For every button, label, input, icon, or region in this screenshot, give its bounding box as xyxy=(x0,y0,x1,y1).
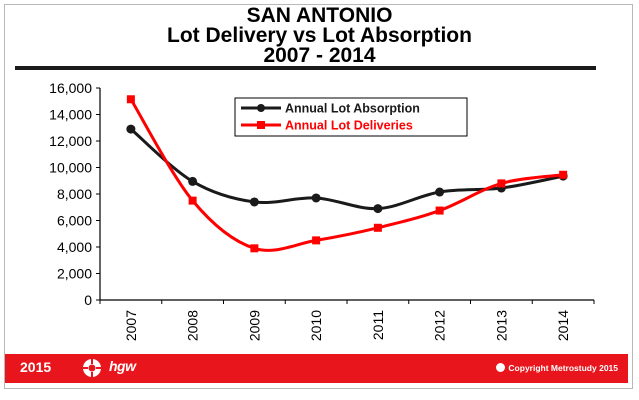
y-tick-label: 14,000 xyxy=(49,107,92,123)
copyright-text: Copyright Metrostudy 2015 xyxy=(508,363,618,373)
y-tick-label: 6,000 xyxy=(57,213,92,229)
x-tick-label: 2009 xyxy=(246,310,262,341)
chart-frame xyxy=(4,4,633,389)
copyright-icon xyxy=(496,363,506,372)
x-tick-label: 2014 xyxy=(555,310,571,341)
legend-marker-deliveries xyxy=(257,121,265,129)
flower-logo-icon xyxy=(83,359,101,377)
data-point-deliveries xyxy=(373,223,382,232)
title-rule xyxy=(15,66,596,70)
y-tick-label: 16,000 xyxy=(49,80,92,96)
legend-box xyxy=(234,97,468,137)
x-tick-label: 2013 xyxy=(493,310,509,341)
data-point-absorption xyxy=(188,176,198,186)
x-tick-label: 2011 xyxy=(370,310,386,340)
footer-logo-text: hgw xyxy=(109,358,136,374)
x-tick-label: 2008 xyxy=(185,310,201,341)
footer-year: 2015 xyxy=(20,359,52,375)
data-point-absorption xyxy=(373,204,383,214)
title-line-1: SAN ANTONIO xyxy=(246,4,393,27)
data-point-deliveries xyxy=(250,244,259,253)
data-point-absorption xyxy=(311,193,321,203)
data-point-absorption xyxy=(435,187,445,197)
data-point-deliveries xyxy=(188,196,197,205)
y-tick-label: 10,000 xyxy=(49,160,92,176)
y-tick-label: 2,000 xyxy=(57,266,92,282)
data-point-deliveries xyxy=(126,95,135,104)
y-tick-label: 8,000 xyxy=(57,186,92,202)
data-point-deliveries xyxy=(559,170,568,179)
data-point-deliveries xyxy=(312,236,321,245)
y-tick-label: 4,000 xyxy=(57,239,92,255)
footer-bar: 2015 hgw Copyright Metrostudy 2015 xyxy=(5,354,628,383)
legend-label-absorption: Annual Lot Absorption xyxy=(285,102,420,116)
data-point-absorption xyxy=(249,197,259,207)
y-tick-label: 0 xyxy=(84,292,92,308)
x-tick-label: 2012 xyxy=(432,310,448,341)
footer-copyright: Copyright Metrostudy 2015 xyxy=(496,363,618,373)
data-point-absorption xyxy=(126,124,136,134)
data-point-deliveries xyxy=(497,179,506,188)
chart-title: SAN ANTONIO Lot Delivery vs Lot Absorpti… xyxy=(0,4,639,67)
title-line-3: 2007 - 2014 xyxy=(263,44,376,67)
legend-marker-absorption xyxy=(257,104,265,112)
x-tick-label: 2007 xyxy=(123,310,139,341)
x-tick-label: 2010 xyxy=(308,310,324,341)
legend-label-deliveries: Annual Lot Deliveries xyxy=(285,119,413,133)
title-line-2: Lot Delivery vs Lot Absorption xyxy=(167,24,472,47)
y-tick-label: 12,000 xyxy=(49,133,92,149)
data-point-deliveries xyxy=(435,206,444,215)
